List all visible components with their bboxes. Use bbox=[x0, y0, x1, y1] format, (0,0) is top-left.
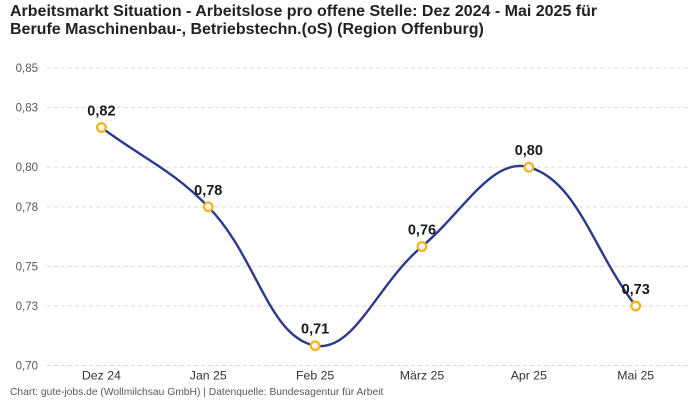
svg-text:Apr 25: Apr 25 bbox=[511, 369, 547, 383]
svg-text:Feb 25: Feb 25 bbox=[296, 369, 334, 383]
svg-text:0,80: 0,80 bbox=[515, 143, 543, 159]
svg-text:0,75: 0,75 bbox=[16, 261, 38, 273]
svg-text:März 25: März 25 bbox=[400, 369, 445, 383]
svg-text:0,71: 0,71 bbox=[301, 322, 329, 338]
svg-text:Jan 25: Jan 25 bbox=[190, 369, 227, 383]
svg-text:0,82: 0,82 bbox=[87, 104, 115, 120]
svg-text:0,76: 0,76 bbox=[408, 223, 436, 239]
svg-text:Dez 24: Dez 24 bbox=[82, 369, 121, 383]
svg-text:0,70: 0,70 bbox=[16, 361, 38, 373]
svg-text:0,83: 0,83 bbox=[16, 103, 38, 115]
svg-text:0,73: 0,73 bbox=[622, 282, 650, 298]
svg-text:Mai 25: Mai 25 bbox=[617, 369, 654, 383]
svg-text:0,73: 0,73 bbox=[16, 301, 38, 313]
svg-text:0,78: 0,78 bbox=[16, 202, 38, 214]
svg-text:0,80: 0,80 bbox=[16, 162, 38, 174]
svg-text:0,85: 0,85 bbox=[16, 63, 38, 75]
svg-text:0,78: 0,78 bbox=[194, 183, 222, 199]
